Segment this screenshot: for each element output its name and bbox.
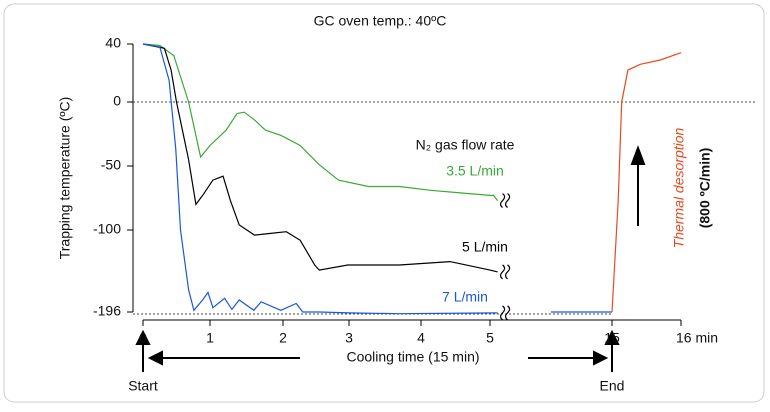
series-label: 7 L/min <box>442 289 488 305</box>
legend-title: N₂ gas flow rate <box>416 137 515 153</box>
rate-label: (800 ºC/min) <box>697 148 713 229</box>
frame <box>3 3 765 403</box>
y-tick-label: 0 <box>113 93 121 109</box>
arrows <box>135 145 646 372</box>
axis-break <box>499 264 511 280</box>
x-tick-label: 16 min <box>676 330 718 346</box>
x-tick-label: 5 <box>486 330 494 346</box>
series-label: 3.5 L/min <box>446 163 504 179</box>
chart-title: GC oven temp.: 40ºC <box>314 13 447 29</box>
x-tick-label: 3 <box>345 330 353 346</box>
line-series <box>142 43 612 315</box>
y-tick-label: -196 <box>93 303 121 319</box>
y-tick-label: -100 <box>93 221 121 237</box>
line-series <box>142 43 498 273</box>
series-label: 5 L/min <box>462 239 508 255</box>
x-tick-label: 4 <box>417 330 425 346</box>
y-axis-label: Trapping temperature (ºC) <box>57 97 73 260</box>
line-series <box>611 52 682 313</box>
x-tick-label: 1 <box>206 330 214 346</box>
x-axis-label: Cooling time (15 min) <box>346 349 479 365</box>
end-label: End <box>600 378 625 394</box>
y-tick-label: 40 <box>105 35 121 51</box>
desorption-label: Thermal desorption <box>671 127 687 248</box>
x-tick-label: 15 <box>604 330 620 346</box>
axis-break <box>499 305 511 321</box>
x-tick-label: 2 <box>279 330 287 346</box>
x-tick-label: 0 <box>139 330 147 346</box>
start-label: Start <box>128 378 158 394</box>
y-tick-label: -50 <box>101 157 121 173</box>
axis-break <box>499 193 511 209</box>
line-series <box>142 43 499 201</box>
